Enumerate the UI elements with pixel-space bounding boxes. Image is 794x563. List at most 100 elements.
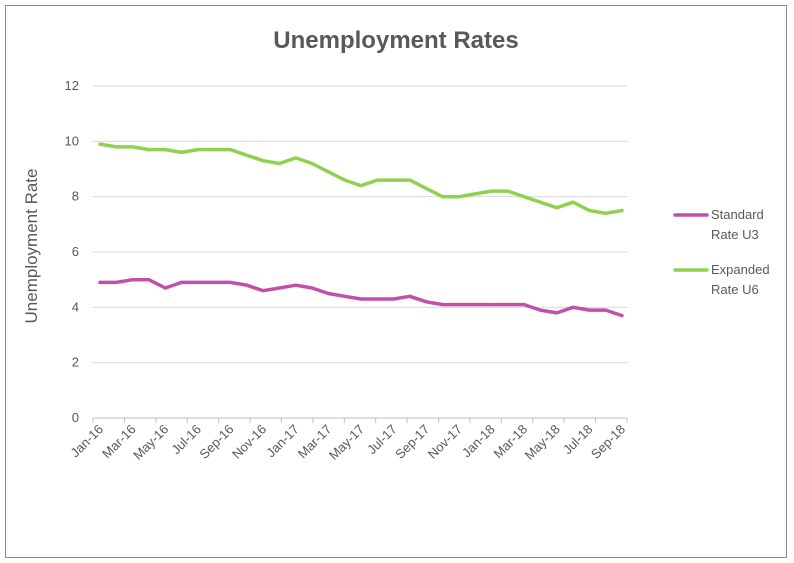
data-point: [392, 178, 396, 182]
data-point: [277, 286, 281, 290]
y-tick-label: 10: [65, 133, 79, 148]
data-point: [147, 148, 151, 152]
x-tick-label: May-17: [326, 422, 367, 463]
data-point: [114, 145, 118, 149]
data-point: [571, 305, 575, 309]
x-tick-label: Jan-18: [459, 422, 498, 461]
data-point: [538, 200, 542, 204]
legend-label: Expanded: [711, 262, 770, 277]
data-point: [457, 303, 461, 307]
data-point: [490, 189, 493, 193]
data-point: [424, 186, 428, 190]
series-expanded-rate-u6: [98, 142, 624, 216]
data-point: [522, 195, 526, 199]
y-axis-title: Unemployment Rate: [22, 169, 41, 324]
legend-label: Rate U6: [711, 282, 759, 297]
data-point: [424, 300, 428, 304]
legend-item[interactable]: Expanded Rate U6: [673, 262, 770, 297]
data-point: [114, 280, 118, 284]
data-point: [522, 303, 526, 307]
data-point: [441, 303, 445, 307]
x-tick-label: May-18: [522, 422, 563, 463]
data-point: [310, 161, 314, 165]
x-tick-label: May-16: [130, 422, 171, 463]
x-tick-label: Sep-18: [588, 422, 628, 462]
data-point: [604, 308, 608, 312]
data-point: [277, 161, 281, 165]
x-tick-label: Jan-16: [67, 422, 106, 461]
data-point: [343, 294, 347, 298]
data-point: [375, 178, 379, 182]
data-point: [392, 297, 396, 301]
data-point: [245, 153, 249, 157]
data-point: [98, 280, 102, 284]
data-point: [473, 192, 477, 196]
data-point: [131, 278, 135, 282]
data-series: [98, 142, 624, 318]
data-point: [620, 209, 624, 212]
data-point: [326, 292, 330, 295]
gridlines: [93, 85, 627, 364]
data-point: [326, 170, 330, 174]
legend-label: Rate U3: [711, 227, 759, 242]
data-point: [180, 280, 184, 284]
legend-label: Standard: [711, 207, 764, 222]
data-point: [408, 178, 412, 182]
y-tick-label: 8: [72, 189, 79, 204]
data-point: [457, 195, 461, 199]
data-point: [375, 297, 379, 301]
data-point: [555, 206, 559, 210]
x-tick-label: Nov-16: [229, 422, 269, 462]
x-tick-label: Sep-16: [196, 422, 236, 462]
data-point: [180, 150, 184, 154]
data-point: [245, 283, 249, 287]
data-point: [408, 294, 412, 298]
data-point: [473, 303, 477, 307]
y-tick-label: 6: [72, 244, 79, 259]
data-point: [310, 286, 314, 290]
x-tick-label: Nov-17: [425, 422, 465, 462]
data-point: [490, 303, 493, 307]
x-tick-label: Sep-17: [392, 422, 432, 462]
y-tick-label: 12: [65, 78, 79, 93]
series-standard-rate-u3: [98, 277, 624, 318]
y-tick-label: 2: [72, 355, 79, 370]
data-point: [261, 289, 265, 293]
data-point: [441, 195, 445, 199]
data-point: [359, 297, 363, 301]
y-tick-label: 0: [72, 410, 79, 425]
data-point: [163, 286, 167, 290]
data-point: [506, 189, 510, 193]
data-point: [261, 159, 265, 163]
data-point: [359, 184, 363, 188]
data-point: [555, 311, 559, 315]
legend[interactable]: Standard Rate U3 Expanded Rate U6: [673, 207, 770, 297]
y-tick-label: 4: [72, 299, 79, 314]
data-point: [98, 142, 102, 146]
x-tick-label: Jan-17: [263, 422, 302, 461]
y-axis-ticks: 0 2 4 6 8 10 12: [65, 78, 79, 425]
chart-frame: [5, 5, 787, 558]
x-axis: [92, 417, 628, 423]
x-axis-ticks: Jan-16Mar-16May-16Jul-16Sep-16Nov-16Jan-…: [67, 422, 628, 463]
chart-title: Unemployment Rates: [273, 27, 518, 54]
data-point: [506, 303, 510, 307]
data-point: [212, 280, 216, 284]
data-point: [620, 314, 624, 318]
legend-item[interactable]: Standard Rate U3: [673, 207, 764, 242]
data-point: [163, 148, 167, 152]
data-point: [229, 280, 232, 284]
data-point: [571, 200, 575, 204]
data-point: [196, 148, 200, 152]
data-point: [229, 148, 232, 152]
data-point: [294, 283, 298, 287]
data-point: [147, 278, 151, 282]
data-point: [131, 145, 135, 149]
data-point: [294, 156, 298, 160]
data-point: [212, 148, 216, 152]
data-point: [587, 209, 591, 212]
data-point: [538, 308, 542, 312]
data-point: [343, 178, 347, 182]
data-point: [587, 308, 591, 312]
